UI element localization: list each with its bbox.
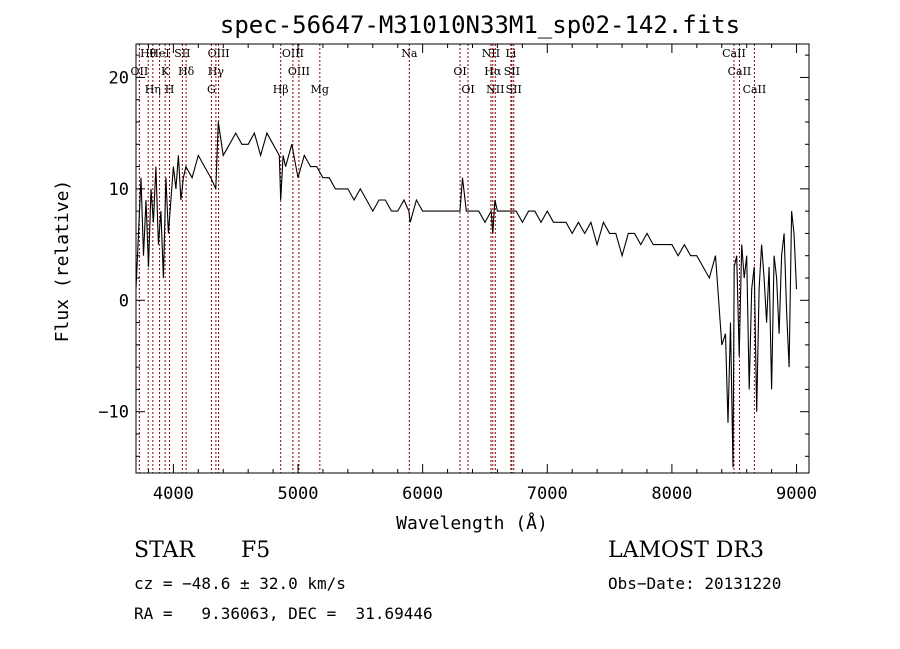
line-marker-label-26: CaII [743,83,767,96]
line-marker-label-1: OII [131,65,149,78]
object-class: STAR [134,538,195,563]
y-tick-label-2: 10 [109,180,129,200]
x-tick-label-2: 6000 [402,484,443,504]
y-axis-ticks: −10 0 10 20 [98,54,809,457]
line-marker-label-12: OIII [282,47,304,60]
line-marker-label-20: NII [486,83,504,96]
y-tick-label-1: 0 [119,291,129,311]
line-marker-label-25: CaII [728,65,752,78]
redshift-text: cz = −48.6 ± 32.0 km/s [134,574,346,593]
x-tick-label-5: 9000 [776,484,817,504]
line-marker-label-5: H [165,83,175,96]
y-tick-label-0: −10 [98,403,129,423]
plot-frame [135,43,810,474]
line-markers [138,44,755,473]
line-marker-label-19: Hα [484,65,502,78]
line-marker-label-21: Li [505,47,516,60]
x-tick-label-0: 4000 [153,484,194,504]
line-marker-label-15: Na [401,47,418,60]
spectrum-line [135,121,798,468]
line-marker-labels: HθOIIHηHeIKHSIIHδGOIIIHγHβOIIIOIIIMgNaOI… [131,47,767,96]
line-marker-label-16: OI [453,65,466,78]
line-marker-label-13: OIII [288,65,310,78]
line-marker-label-14: Mg [311,83,329,96]
line-marker-label-4: K [161,65,170,78]
line-marker-label-6: SII [174,47,190,60]
coordinates-text: RA = 9.36063, DEC = 31.69446 [134,604,433,623]
x-tick-label-4: 8000 [651,484,692,504]
line-marker-label-7: Hδ [178,65,195,78]
obs-date-text: Obs−Date: 20131220 [608,574,782,593]
survey-name: LAMOST DR3 [608,538,764,563]
chart-title: spec-56647-M31010N33M1_sp02-142.fits [220,11,740,39]
y-axis-label: Flux (relative) [52,180,73,343]
line-marker-label-22: SII [504,65,520,78]
x-axis-label: Wavelength (Å) [396,512,548,534]
line-marker-label-11: Hβ [273,83,289,96]
object-subclass: F5 [241,538,271,563]
x-axis-ticks: 4000 5000 6000 7000 8000 9000 [147,44,817,504]
line-marker-label-3: HeI [149,47,169,60]
line-marker-label-23: SII [506,83,522,96]
line-marker-label-8: G [207,83,216,96]
x-tick-label-3: 7000 [527,484,568,504]
line-marker-label-10: Hγ [208,65,225,78]
x-tick-label-1: 5000 [278,484,319,504]
line-marker-label-17: OI [461,83,474,96]
line-marker-label-2: Hη [145,83,161,96]
line-marker-label-18: NII [482,47,500,60]
y-tick-label-3: 20 [109,68,129,88]
line-marker-label-24: CaII [722,47,746,60]
line-marker-label-9: OIII [208,47,230,60]
line-marker-label-0: Hθ [140,47,157,60]
